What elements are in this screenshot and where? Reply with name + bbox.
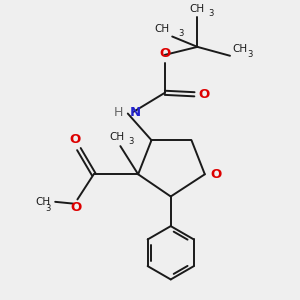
Text: CH: CH: [232, 44, 247, 54]
Text: CH: CH: [190, 4, 205, 14]
Text: O: O: [70, 133, 81, 146]
Text: O: O: [159, 46, 170, 60]
Text: N: N: [129, 106, 140, 118]
Text: CH: CH: [109, 132, 124, 142]
Text: CH: CH: [154, 23, 169, 34]
Text: 3: 3: [209, 9, 214, 18]
Text: 3: 3: [45, 204, 51, 213]
Text: 3: 3: [179, 29, 184, 38]
Text: 3: 3: [247, 50, 253, 59]
Text: O: O: [210, 168, 221, 181]
Text: CH: CH: [36, 197, 51, 207]
Text: O: O: [198, 88, 209, 101]
Text: 3: 3: [129, 137, 134, 146]
Text: H: H: [114, 106, 123, 118]
Text: O: O: [70, 201, 82, 214]
